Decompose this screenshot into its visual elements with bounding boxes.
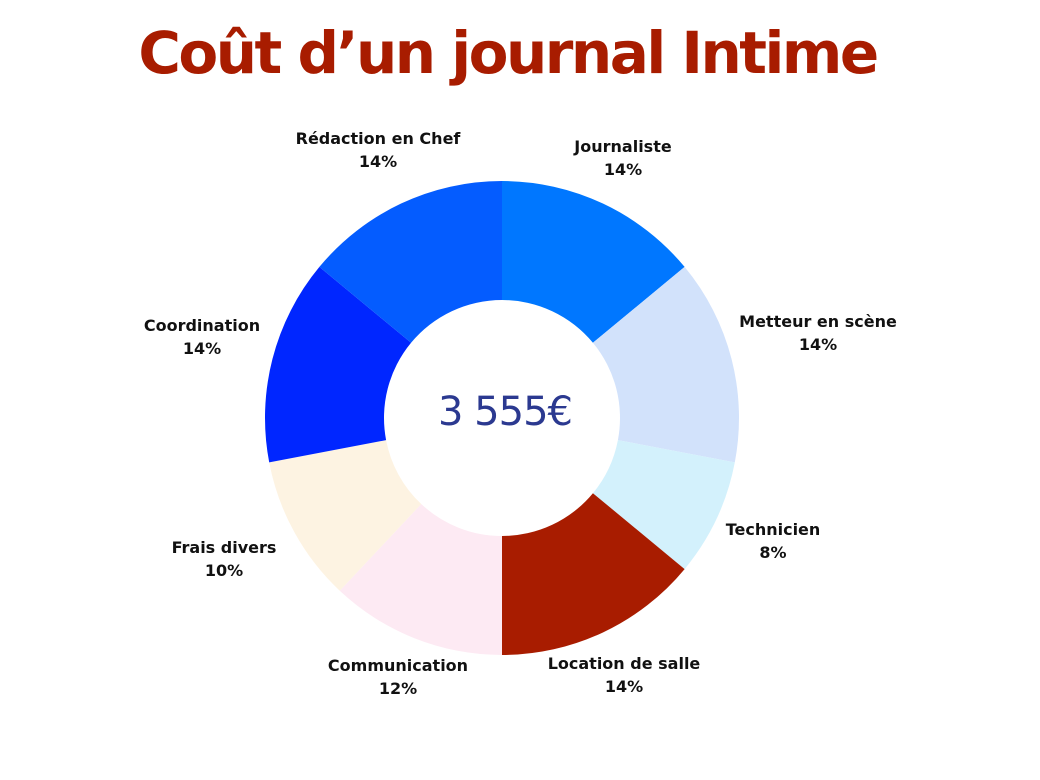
slice-percent-redaction-en-chef: 14% bbox=[359, 152, 397, 171]
slice-percent-journaliste: 14% bbox=[604, 160, 642, 179]
slice-label-location-de-salle: Location de salle bbox=[548, 654, 701, 673]
slice-percent-metteur-en-scene: 14% bbox=[799, 335, 837, 354]
slice-label-technicien: Technicien bbox=[726, 520, 821, 539]
slice-frais-divers bbox=[269, 440, 422, 591]
slice-percent-technicien: 8% bbox=[759, 543, 786, 562]
slices-layer bbox=[265, 181, 739, 655]
slice-technicien bbox=[592, 440, 735, 570]
slice-label-frais-divers: Frais divers bbox=[172, 538, 277, 557]
slice-percent-frais-divers: 10% bbox=[205, 561, 243, 580]
slice-label-redaction-en-chef: Rédaction en Chef bbox=[296, 129, 462, 148]
slice-label-coordination: Coordination bbox=[144, 316, 260, 335]
slice-metteur-en-scene bbox=[592, 266, 739, 463]
slice-location-de-salle bbox=[502, 493, 685, 655]
labels-layer: Journaliste 14% Metteur en scène 14% Technic… bbox=[144, 129, 897, 698]
slice-percent-communication: 12% bbox=[379, 679, 417, 698]
slice-coordination bbox=[265, 266, 412, 463]
slice-label-journaliste: Journaliste bbox=[573, 137, 672, 156]
slice-journaliste bbox=[502, 181, 685, 343]
center-total-label: 3 555€ bbox=[438, 389, 572, 435]
slice-percent-coordination: 14% bbox=[183, 339, 221, 358]
slice-redaction-en-chef bbox=[319, 181, 502, 343]
slice-communication bbox=[339, 504, 502, 655]
slice-label-communication: Communication bbox=[328, 656, 468, 675]
slice-label-metteur-en-scene: Metteur en scène bbox=[739, 312, 897, 331]
page-title: Coût d’un journal Intime bbox=[138, 19, 879, 87]
slice-percent-location-de-salle: 14% bbox=[605, 677, 643, 696]
